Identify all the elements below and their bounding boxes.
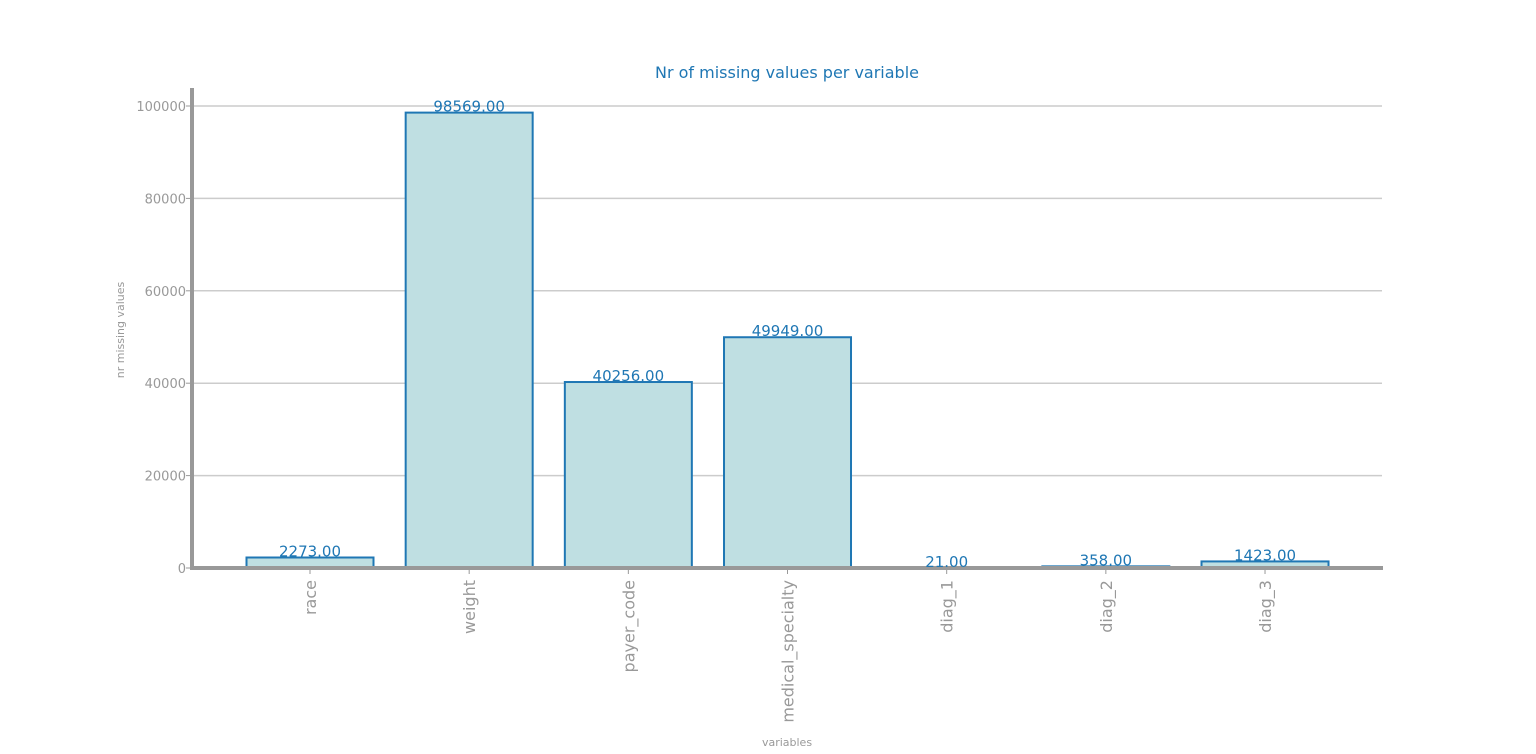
bar <box>563 381 693 569</box>
y-tick-label: 80000 <box>145 192 186 207</box>
y-tick-label: 60000 <box>145 285 186 300</box>
data-label: 1423.00 <box>1234 546 1296 564</box>
y-axis-label: nr missing values <box>114 281 127 378</box>
axes <box>190 88 1383 570</box>
data-label: 358.00 <box>1080 551 1133 569</box>
bar <box>404 111 534 570</box>
data-label: 40256.00 <box>593 367 665 385</box>
x-tick-label: payer_code <box>619 580 639 672</box>
data-label: 49949.00 <box>752 322 824 340</box>
x-ticks: race weight payer_code medical_specialty dia… <box>301 570 1276 723</box>
y-tick-label: 20000 <box>145 470 186 485</box>
data-label: 2273.00 <box>279 542 341 560</box>
chart-title: Nr of missing values per variable <box>655 63 919 82</box>
data-labels: 2273.00 98569.00 40256.00 49949.00 21.00 358.… <box>279 98 1296 571</box>
grid-lines <box>192 105 1382 477</box>
y-tick-label: 0 <box>178 562 186 577</box>
y-tick-label: 100000 <box>136 100 186 115</box>
x-tick-label: medical_specialty <box>779 580 799 723</box>
y-ticks: 0 20000 40000 60000 80000 100000 <box>136 100 190 577</box>
x-tick-label: diag_3 <box>1256 580 1276 633</box>
data-label: 21.00 <box>925 553 968 571</box>
x-tick-label: weight <box>460 580 479 634</box>
bar <box>723 336 853 569</box>
data-label: 98569.00 <box>433 98 505 116</box>
bars <box>245 111 1330 570</box>
x-tick-label: diag_1 <box>938 580 958 633</box>
x-axis-label: variables <box>762 736 812 749</box>
x-tick-label: race <box>301 580 320 615</box>
y-tick-label: 40000 <box>145 377 186 392</box>
x-tick-label: diag_2 <box>1097 580 1117 633</box>
